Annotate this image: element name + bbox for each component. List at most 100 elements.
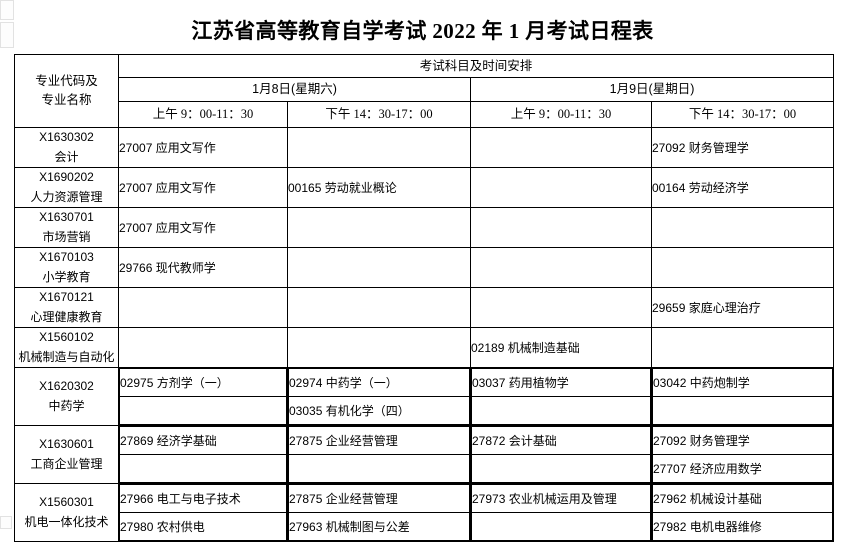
major-code: X1630302	[39, 130, 94, 145]
major-name: 工商企业管理	[30, 456, 103, 471]
table-row: X1670121 心理健康教育 29659 家庭心理治疗	[14, 287, 835, 328]
major-name: 市场营销	[42, 229, 91, 244]
subject-subrow-bottom	[288, 454, 470, 483]
subject-cell: 03037 药用植物学	[471, 368, 651, 397]
subject-cell-split: 03042 中药炮制学	[650, 367, 835, 426]
subject-subtable: 27875 企业经营管理 27963 机械制图与公差	[288, 484, 470, 541]
subject-cell	[287, 127, 471, 168]
subject-cell	[287, 287, 471, 328]
subject-cell-split: 27092 财务管理学 27707 经济应用数学	[650, 425, 835, 484]
table-row: X1560102 机械制造与自动化 02189 机械制造基础	[14, 327, 835, 368]
table-row: X1630701 市场营销 27007 应用文写作	[14, 207, 835, 248]
major-name: 会计	[54, 149, 79, 164]
subject-cell-split: 03037 药用植物学	[470, 367, 652, 426]
major-code: X1560301	[39, 495, 94, 510]
subject-subrow-top: 27962 机械设计基础	[651, 484, 834, 513]
subject-cell	[118, 327, 288, 368]
subject-cell: 27973 农业机械运用及管理	[471, 484, 651, 513]
chrome-artifact-bottom	[0, 516, 12, 529]
major-code: X1690202	[39, 170, 94, 185]
major-cell: X1630601 工商企业管理	[14, 425, 119, 484]
subject-subrow-top: 27869 经济学基础	[119, 426, 287, 455]
header-session-3: 上午 9：00-11：30	[470, 101, 652, 128]
subject-cell	[288, 454, 470, 483]
subject-cell-split: 27966 电工与电子技术 27980 农村供电	[118, 483, 288, 542]
subject-subrow-top: 27875 企业经营管理	[288, 426, 470, 455]
table-row: X1670103 小学教育 29766 现代教师学	[14, 247, 835, 288]
major-code: X1670103	[39, 250, 94, 265]
major-name: 人力资源管理	[30, 189, 103, 204]
subject-cell: 27092 财务管理学	[651, 426, 834, 455]
major-code: X1670121	[39, 290, 94, 305]
subject-cell: 29766 现代教师学	[118, 247, 288, 288]
major-cell: X1560102 机械制造与自动化	[14, 327, 119, 368]
subject-subtable: 03037 药用植物学	[471, 368, 651, 425]
subject-cell: 27007 应用文写作	[118, 167, 288, 208]
subject-subrow-top: 02975 方剂学（一）	[119, 368, 287, 397]
subject-cell	[471, 396, 651, 425]
header-session-4: 下午 14：30-17：00	[650, 101, 835, 128]
subject-subrow-bottom	[119, 396, 287, 425]
major-code: X1620302	[39, 379, 94, 394]
subject-cell	[470, 167, 652, 208]
subject-subrow-top: 03042 中药炮制学	[651, 368, 834, 397]
subject-cell-split: 02974 中药学（一） 03035 有机化学（四）	[287, 367, 471, 426]
subject-subtable: 27962 机械设计基础 27982 电机电器维修	[651, 484, 834, 541]
subject-subtable: 02975 方剂学（一）	[119, 368, 287, 425]
header-session-1: 上午 9：00-11：30	[118, 101, 288, 128]
table-row: X1690202 人力资源管理 27007 应用文写作 00165 劳动就业概论 001…	[14, 167, 835, 208]
header-day-1: 1月8日(星期六)	[118, 77, 471, 102]
subject-subtable: 27973 农业机械运用及管理	[471, 484, 651, 541]
header-major-column: 专业代码及 专业名称	[14, 54, 119, 128]
subject-cell	[287, 247, 471, 288]
subject-cell: 03035 有机化学（四）	[288, 396, 470, 425]
subject-subtable: 27869 经济学基础	[119, 426, 287, 483]
subject-cell: 27875 企业经营管理	[288, 484, 470, 513]
subject-cell: 02189 机械制造基础	[470, 327, 652, 368]
table-body: X1630302 会计 27007 应用文写作 27092 财务管理学 X1690202…	[14, 127, 835, 542]
subject-cell: 00165 劳动就业概论	[287, 167, 471, 208]
subject-cell: 27007 应用文写作	[118, 127, 288, 168]
subject-subtable: 03042 中药炮制学	[651, 368, 834, 425]
subject-subrow-top: 27966 电工与电子技术	[119, 484, 287, 513]
subject-cell	[470, 287, 652, 328]
header-day-2: 1月9日(星期日)	[469, 77, 835, 102]
major-name: 小学教育	[42, 269, 91, 284]
subject-cell	[471, 454, 651, 483]
major-cell: X1620302 中药学	[14, 367, 119, 426]
major-code: X1630601	[39, 437, 94, 452]
subject-cell: 27869 经济学基础	[119, 426, 287, 455]
subject-subrow-bottom	[471, 454, 651, 483]
subject-subrow-top: 27092 财务管理学	[651, 426, 834, 455]
exam-schedule-table: 专业代码及 专业名称 考试科目及时间安排 1月8日(星期六) 1月9日(星期日)…	[14, 54, 835, 542]
subject-subtable: 27966 电工与电子技术 27980 农村供电	[119, 484, 287, 541]
page-title: 江苏省高等教育自学考试 2022 年 1 月考试日程表	[191, 19, 654, 43]
major-cell: X1560301 机电一体化技术	[14, 483, 119, 542]
subject-subrow-top: 27875 企业经营管理	[288, 484, 470, 513]
header-subjects-and-times: 考试科目及时间安排	[117, 54, 835, 78]
subject-subrow-bottom: 27707 经济应用数学	[651, 454, 834, 483]
table-header: 专业代码及 专业名称 考试科目及时间安排 1月8日(星期六) 1月9日(星期日)…	[14, 54, 835, 128]
subject-cell-split: 27869 经济学基础	[118, 425, 288, 484]
header-major-line1: 专业代码及	[35, 73, 98, 88]
subject-cell: 02975 方剂学（一）	[119, 368, 287, 397]
major-cell: X1670103 小学教育	[14, 247, 119, 288]
subject-cell-split: 27872 会计基础	[470, 425, 652, 484]
subject-cell	[650, 327, 835, 368]
table-row: X1630302 会计 27007 应用文写作 27092 财务管理学	[14, 127, 835, 168]
subject-cell: 00164 劳动经济学	[650, 167, 835, 208]
subject-cell: 27962 机械设计基础	[651, 484, 834, 513]
table-row: X1560301 机电一体化技术 27966 电工与电子技术 27980 农村供电 27…	[14, 483, 835, 542]
major-name: 机械制造与自动化	[18, 349, 115, 364]
header-major-line2: 专业名称	[41, 93, 92, 107]
major-cell: X1630302 会计	[14, 127, 119, 168]
subject-cell	[118, 287, 288, 328]
major-code: X1630701	[39, 210, 94, 225]
major-name: 心理健康教育	[30, 309, 103, 324]
major-code: X1560102	[39, 330, 94, 345]
subject-cell	[119, 396, 287, 425]
subject-cell	[650, 247, 835, 288]
subject-cell: 27872 会计基础	[471, 426, 651, 455]
header-session-2: 下午 14：30-17：00	[287, 101, 471, 128]
subject-cell	[287, 327, 471, 368]
